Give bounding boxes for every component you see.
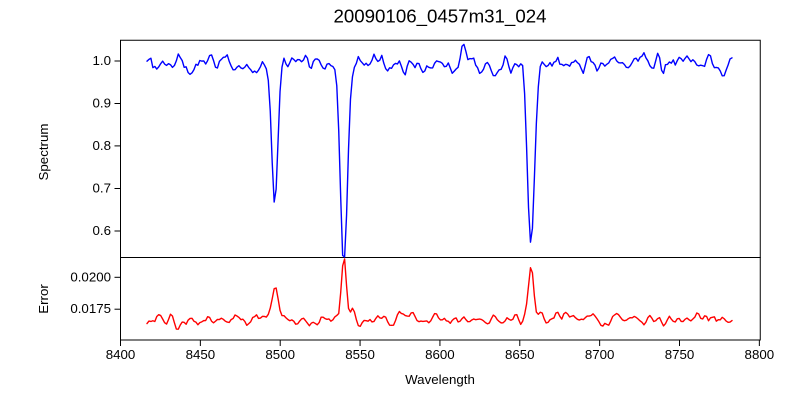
svg-text:0.0200: 0.0200 (70, 269, 111, 284)
svg-text:8650: 8650 (505, 347, 535, 362)
svg-text:1.0: 1.0 (93, 53, 112, 68)
svg-text:0.6: 0.6 (93, 223, 112, 238)
svg-text:Error: Error (36, 284, 51, 314)
svg-text:8700: 8700 (585, 347, 615, 362)
svg-text:8500: 8500 (265, 347, 295, 362)
svg-text:8800: 8800 (745, 347, 775, 362)
svg-text:20090106_0457m31_024: 20090106_0457m31_024 (333, 6, 546, 28)
svg-text:8600: 8600 (425, 347, 455, 362)
svg-text:Spectrum: Spectrum (36, 124, 51, 181)
svg-text:Wavelength: Wavelength (405, 372, 475, 387)
svg-text:0.9: 0.9 (93, 96, 112, 111)
svg-text:0.8: 0.8 (93, 138, 112, 153)
svg-text:8750: 8750 (665, 347, 695, 362)
svg-text:8400: 8400 (106, 347, 136, 362)
svg-text:0.7: 0.7 (93, 181, 112, 196)
svg-text:0.0175: 0.0175 (70, 301, 111, 316)
svg-text:8550: 8550 (345, 347, 375, 362)
svg-text:8450: 8450 (186, 347, 216, 362)
